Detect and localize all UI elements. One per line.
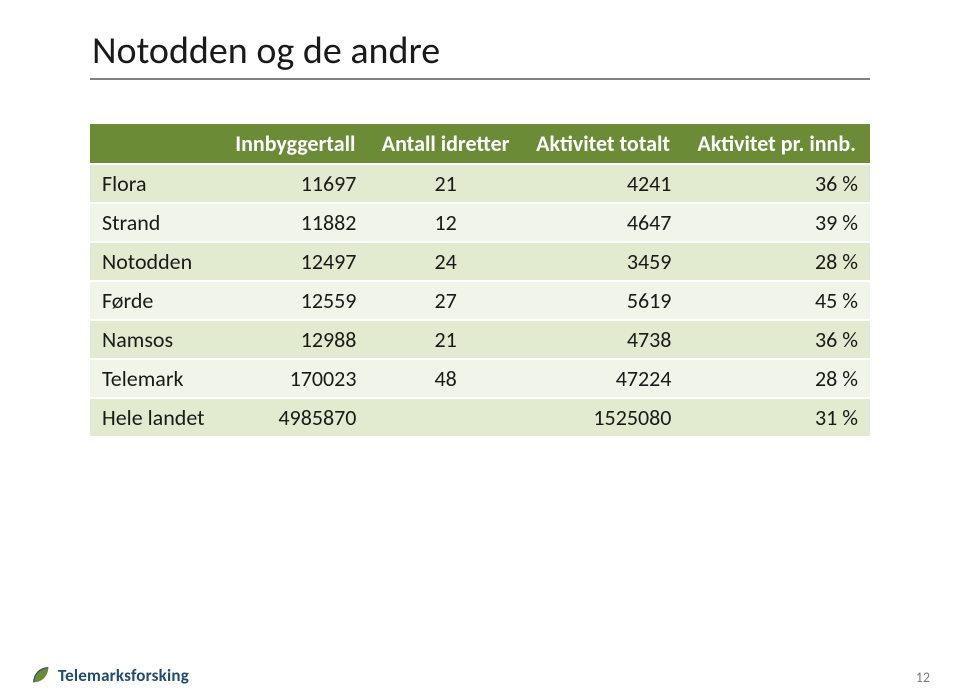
col-header-label — [90, 124, 222, 164]
col-header-innbyggertall: Innbyggertall — [222, 124, 368, 164]
page-number: 12 — [916, 669, 930, 686]
cell: 12988 — [222, 320, 368, 359]
leaf-icon — [30, 664, 52, 686]
row-label: Notodden — [90, 242, 222, 281]
table-row: Flora 11697 21 4241 36 % — [90, 164, 870, 203]
row-label: Strand — [90, 203, 222, 242]
cell: 11882 — [222, 203, 368, 242]
cell: 12559 — [222, 281, 368, 320]
cell: 5619 — [523, 281, 684, 320]
row-label: Førde — [90, 281, 222, 320]
col-header-antall-idretter: Antall idretter — [368, 124, 522, 164]
cell: 12497 — [222, 242, 368, 281]
cell: 28 % — [683, 359, 870, 398]
cell: 45 % — [683, 281, 870, 320]
cell — [368, 398, 522, 437]
cell: 4241 — [523, 164, 684, 203]
cell: 21 — [368, 164, 522, 203]
slide: Notodden og de andre Innbyggertall Antal… — [0, 0, 960, 694]
cell: 47224 — [523, 359, 684, 398]
slide-title: Notodden og de andre — [90, 28, 870, 74]
brand-text: Telemarksforsking — [58, 665, 189, 686]
cell: 27 — [368, 281, 522, 320]
table-row: Hele landet 4985870 1525080 31 % — [90, 398, 870, 437]
cell: 39 % — [683, 203, 870, 242]
table-row: Strand 11882 12 4647 39 % — [90, 203, 870, 242]
cell: 31 % — [683, 398, 870, 437]
row-label: Namsos — [90, 320, 222, 359]
cell: 4738 — [523, 320, 684, 359]
row-label: Hele landet — [90, 398, 222, 437]
title-divider — [90, 78, 870, 80]
col-header-aktivitet-pr-innb: Aktivitet pr. innb. — [683, 124, 870, 164]
cell: 1525080 — [523, 398, 684, 437]
footer: Telemarksforsking 12 — [0, 638, 960, 694]
table-row: Førde 12559 27 5619 45 % — [90, 281, 870, 320]
cell: 21 — [368, 320, 522, 359]
cell: 3459 — [523, 242, 684, 281]
cell: 4985870 — [222, 398, 368, 437]
row-label: Telemark — [90, 359, 222, 398]
cell: 12 — [368, 203, 522, 242]
cell: 28 % — [683, 242, 870, 281]
brand-logo: Telemarksforsking — [30, 664, 189, 686]
cell: 36 % — [683, 320, 870, 359]
cell: 24 — [368, 242, 522, 281]
table-row: Notodden 12497 24 3459 28 % — [90, 242, 870, 281]
col-header-aktivitet-totalt: Aktivitet totalt — [523, 124, 684, 164]
table-header-row: Innbyggertall Antall idretter Aktivitet … — [90, 124, 870, 164]
cell: 4647 — [523, 203, 684, 242]
cell: 170023 — [222, 359, 368, 398]
table-row: Telemark 170023 48 47224 28 % — [90, 359, 870, 398]
cell: 11697 — [222, 164, 368, 203]
cell: 48 — [368, 359, 522, 398]
data-table: Innbyggertall Antall idretter Aktivitet … — [90, 124, 870, 438]
row-label: Flora — [90, 164, 222, 203]
cell: 36 % — [683, 164, 870, 203]
table-row: Namsos 12988 21 4738 36 % — [90, 320, 870, 359]
